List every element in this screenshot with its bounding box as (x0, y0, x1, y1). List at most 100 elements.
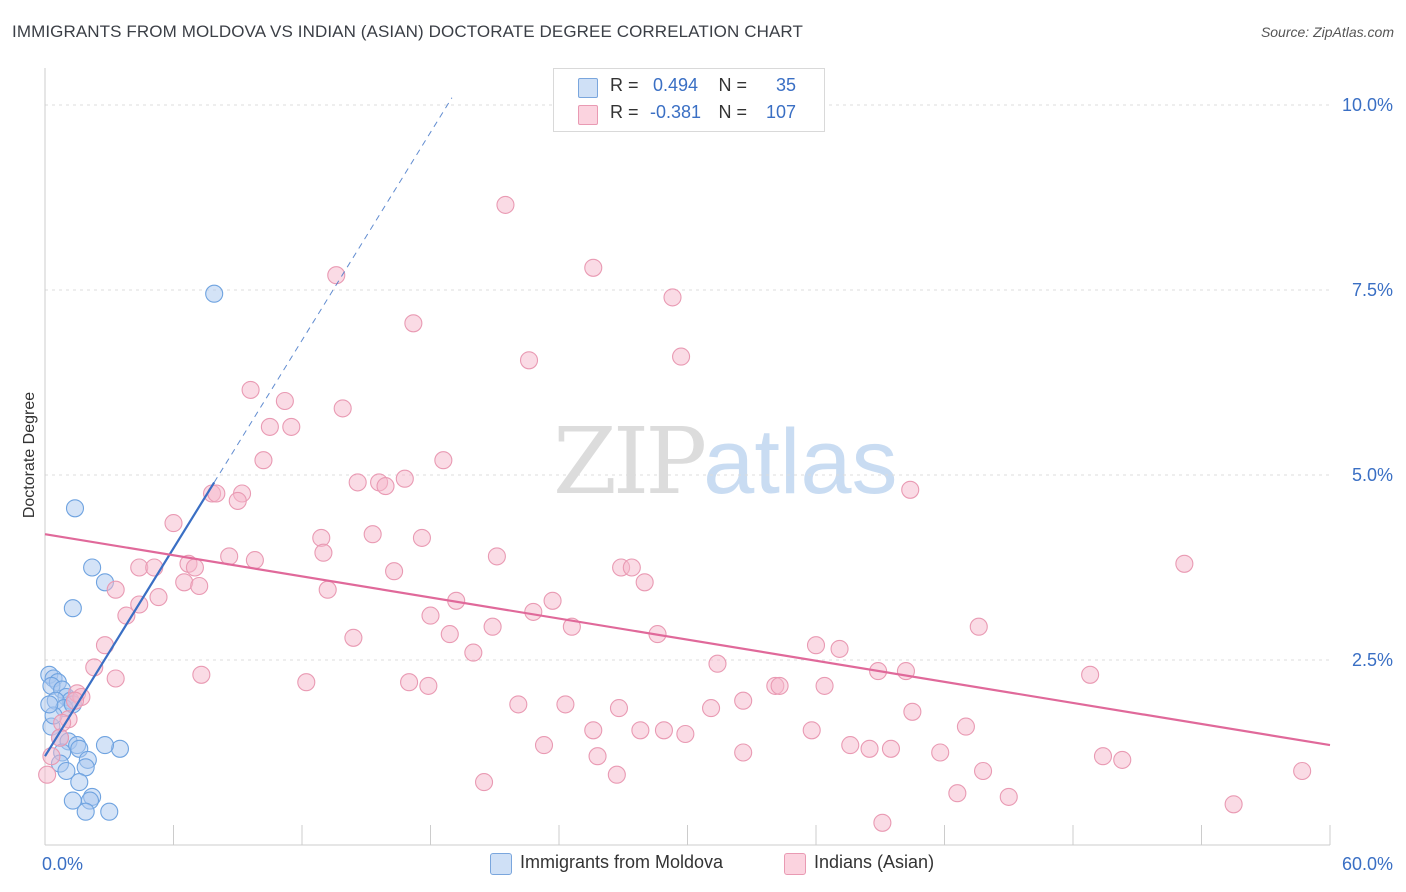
point-indians-70 (419, 676, 438, 695)
point-indians-22 (901, 480, 920, 499)
trend-line-moldova (44, 481, 216, 757)
y-tick-label-3: 10.0% (1342, 95, 1393, 115)
x-tick-label-0: 0.0% (42, 854, 83, 874)
point-indians-9 (333, 399, 352, 418)
point-indians-12 (254, 451, 273, 470)
point-indians-28 (487, 547, 506, 566)
point-indians-98 (1113, 750, 1132, 769)
point-indians-4 (404, 314, 423, 333)
point-indians-24 (312, 528, 331, 547)
point-indians-77 (734, 691, 753, 710)
stats-swatch-moldova (578, 78, 598, 98)
point-moldova-19 (110, 739, 130, 758)
point-indians-81 (702, 699, 721, 718)
point-indians-45 (543, 591, 562, 610)
point-indians-3 (663, 288, 682, 307)
stats-r-label-indians: R = (610, 102, 639, 122)
point-indians-0 (496, 195, 515, 214)
stats-text-moldova: R = 0.494 N = 35 (610, 75, 796, 96)
y-tick-label-1: 5.0% (1352, 465, 1393, 485)
y-tick-label-0: 2.5% (1352, 650, 1393, 670)
point-indians-49 (524, 602, 543, 621)
point-indians-58 (806, 636, 826, 655)
point-indians-80 (609, 699, 629, 718)
point-indians-109 (873, 813, 892, 832)
point-indians-78 (509, 695, 528, 714)
point-indians-37 (622, 558, 641, 577)
point-indians-102 (607, 765, 626, 784)
stats-r-value-indians: -0.381 (650, 102, 702, 122)
point-indians-85 (956, 717, 975, 736)
stats-swatch-indians (578, 105, 598, 125)
gridlines (45, 104, 1330, 661)
y-axis-label: Doctorate Degree (21, 391, 38, 519)
point-indians-1 (584, 258, 603, 277)
point-indians-89 (802, 721, 821, 740)
point-indians-94 (881, 739, 901, 758)
point-indians-23 (164, 514, 183, 533)
point-indians-56 (344, 628, 363, 647)
point-indians-60 (464, 643, 483, 662)
series-indians-points (38, 195, 1312, 832)
point-indians-86 (584, 721, 603, 740)
point-indians-2 (327, 266, 346, 285)
point-indians-110 (38, 765, 57, 784)
watermark-zip: ZIP (553, 408, 707, 515)
point-indians-21 (228, 491, 247, 510)
point-indians-92 (841, 736, 860, 755)
trend-line-extension-moldova (213, 97, 453, 483)
point-indians-101 (588, 747, 607, 766)
point-indians-108 (1224, 795, 1243, 814)
point-indians-105 (474, 773, 494, 792)
point-indians-67 (192, 665, 211, 684)
point-indians-107 (999, 787, 1018, 806)
stats-n-label-moldova: N = (718, 75, 748, 95)
point-indians-79 (556, 695, 575, 714)
point-moldova-33 (40, 695, 59, 714)
point-indians-99 (50, 728, 70, 747)
trend-line-indians (44, 533, 1331, 747)
point-moldova-4 (63, 599, 82, 618)
point-indians-41 (318, 580, 337, 599)
point-indians-68 (297, 673, 316, 692)
point-indians-43 (190, 576, 209, 596)
x-tick-label-1: 60.0% (1342, 854, 1393, 874)
stats-n-value-moldova: 35 (776, 75, 797, 95)
point-indians-104 (1293, 761, 1312, 781)
trend-lines (44, 97, 1331, 757)
stats-n-value-indians: 107 (766, 102, 797, 122)
point-indians-90 (676, 724, 695, 744)
source-label: Source: ZipAtlas.com (1260, 24, 1394, 40)
point-indians-35 (385, 562, 404, 581)
point-indians-7 (241, 380, 260, 399)
point-indians-59 (830, 639, 849, 658)
point-indians-95 (734, 743, 753, 762)
legend-swatch-moldova (490, 853, 512, 875)
point-indians-16 (376, 477, 395, 496)
point-indians-82 (903, 702, 922, 721)
point-indians-34 (185, 558, 204, 577)
point-indians-72 (770, 676, 789, 695)
point-indians-40 (635, 573, 654, 592)
point-indians-33 (145, 558, 164, 577)
point-indians-47 (149, 588, 168, 607)
point-indians-93 (860, 739, 879, 758)
point-indians-6 (672, 347, 691, 366)
point-indians-14 (348, 473, 367, 492)
point-indians-10 (260, 417, 279, 436)
point-moldova-26 (70, 773, 89, 792)
point-indians-87 (631, 721, 650, 740)
point-indians-103 (973, 761, 993, 781)
point-indians-55 (440, 625, 459, 644)
point-indians-5 (519, 351, 539, 370)
point-indians-26 (412, 528, 431, 547)
stats-n-label-indians: N = (718, 102, 748, 122)
point-indians-73 (815, 676, 834, 695)
point-indians-69 (400, 673, 419, 692)
point-indians-17 (395, 469, 414, 488)
point-indians-64 (1081, 665, 1100, 684)
point-indians-39 (175, 573, 194, 592)
stats-text-indians: R = -0.381 N = 107 (610, 102, 796, 123)
point-indians-61 (708, 654, 727, 673)
